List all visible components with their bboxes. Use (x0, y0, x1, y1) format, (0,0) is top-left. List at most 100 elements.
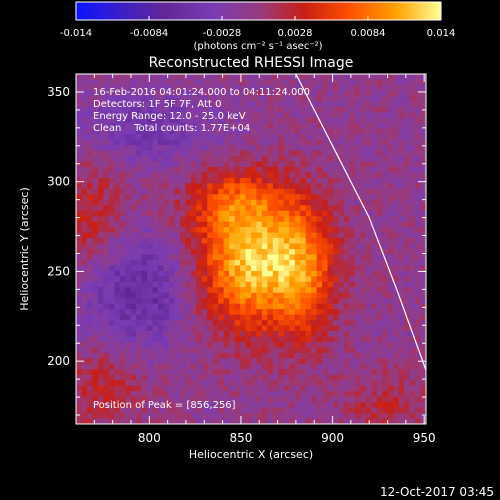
heatmap-cell (387, 150, 394, 157)
heatmap-cell (338, 341, 345, 348)
heatmap-cell (223, 369, 230, 376)
heatmap-cell (278, 341, 285, 348)
heatmap-cell (354, 238, 361, 244)
heatmap-cell (354, 150, 361, 157)
heatmap-cell (272, 363, 279, 370)
heatmap-cell (409, 314, 416, 321)
heatmap-cell (354, 128, 361, 135)
heatmap-cell (86, 385, 93, 392)
heatmap-cell (322, 161, 328, 168)
heatmap-cell (316, 188, 323, 195)
heatmap-cell (212, 259, 219, 266)
heatmap-cell (86, 292, 93, 299)
heatmap-cell (387, 292, 394, 299)
heatmap-cell (316, 79, 323, 86)
heatmap-cell (245, 391, 252, 398)
heatmap-cell (207, 166, 214, 173)
heatmap-cell (97, 150, 104, 157)
heatmap-cell (294, 243, 301, 250)
heatmap-cell (305, 79, 312, 86)
heatmap-cell (168, 281, 175, 288)
heatmap-cell (119, 358, 126, 365)
heatmap-cell (343, 205, 350, 212)
heatmap-cell (311, 314, 318, 321)
heatmap-cell (81, 309, 88, 316)
heatmap-cell (251, 210, 257, 217)
heatmap-cell (267, 134, 274, 141)
heatmap-cell (218, 74, 225, 80)
heatmap-cell (158, 199, 164, 206)
heatmap-cell (365, 347, 372, 354)
heatmap-cell (316, 347, 323, 354)
heatmap-cell (409, 221, 416, 228)
heatmap-cell (179, 232, 186, 239)
heatmap-cell (168, 292, 175, 299)
heatmap-cell (245, 374, 252, 381)
heatmap-cell (333, 281, 339, 288)
heatmap-cell (294, 347, 301, 354)
heatmap-cell (136, 402, 143, 408)
heatmap-cell (212, 123, 219, 130)
heatmap-cell (130, 106, 137, 113)
heatmap-cell (201, 79, 208, 86)
heatmap-cell (136, 74, 143, 80)
heatmap-cell (360, 249, 367, 255)
heatmap-cell (152, 194, 159, 201)
heatmap-cell (212, 166, 219, 173)
heatmap-cell (212, 106, 219, 113)
heatmap-cell (382, 145, 389, 151)
heatmap-cell (398, 134, 405, 141)
heatmap-cell (201, 320, 208, 326)
heatmap-cell (240, 227, 246, 233)
heatmap-cell (201, 183, 208, 190)
heatmap-cell (365, 238, 372, 244)
heatmap-cell (387, 238, 394, 244)
heatmap-cell (103, 314, 110, 321)
heatmap-cell (81, 320, 88, 326)
heatmap-cell (245, 238, 252, 244)
heatmap-cell (168, 374, 175, 381)
heatmap-cell (256, 227, 263, 233)
heatmap-cell (376, 139, 383, 146)
heatmap-cell (349, 352, 356, 359)
heatmap-cell (190, 314, 197, 321)
heatmap-cell (168, 84, 175, 91)
heatmap-cell (300, 303, 307, 310)
heatmap-cell (86, 281, 93, 288)
heatmap-cell (393, 281, 400, 288)
heatmap-cell (343, 363, 350, 370)
heatmap-cell (86, 249, 93, 255)
heatmap-cell (234, 314, 241, 321)
heatmap-cell (218, 221, 225, 228)
heatmap-cell (289, 227, 296, 233)
heatmap-cell (256, 156, 263, 162)
heatmap-cell (168, 156, 175, 162)
heatmap-cell (404, 249, 410, 255)
heatmap-cell (185, 281, 192, 288)
heatmap-cell (387, 166, 394, 173)
heatmap-cell (338, 347, 345, 354)
heatmap-cell (86, 134, 93, 141)
heatmap-cell (420, 309, 426, 316)
heatmap-cell (349, 314, 356, 321)
heatmap-cell (147, 341, 153, 348)
heatmap-cell (256, 363, 263, 370)
heatmap-cell (393, 123, 400, 130)
heatmap-cell (305, 298, 312, 305)
heatmap-cell (371, 347, 378, 354)
heatmap-cell (382, 232, 389, 239)
heatmap-cell (201, 407, 208, 414)
heatmap-cell (218, 298, 225, 305)
heatmap-cell (404, 177, 410, 184)
heatmap-cell (240, 145, 246, 151)
heatmap-cell (376, 418, 383, 424)
heatmap-cell (76, 95, 82, 102)
heatmap-cell (76, 249, 82, 255)
heatmap-cell (360, 172, 367, 179)
heatmap-cell (360, 232, 367, 239)
heatmap-cell (218, 287, 225, 294)
heatmap-cell (349, 254, 356, 261)
heatmap-cell (393, 106, 400, 113)
heatmap-cell (163, 396, 170, 403)
heatmap-cell (81, 374, 88, 381)
